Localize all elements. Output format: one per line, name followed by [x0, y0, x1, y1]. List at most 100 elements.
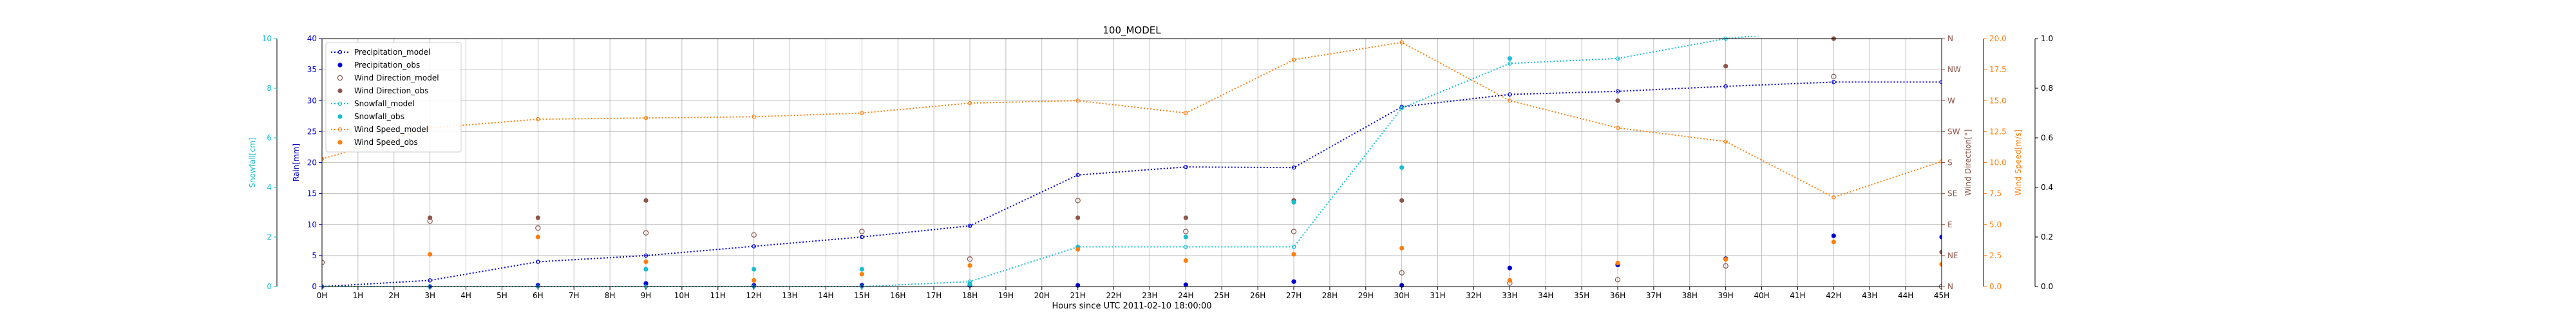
data-point	[859, 267, 864, 272]
data-point	[643, 198, 649, 203]
rain-axis-label: Rain[mm]	[292, 144, 301, 182]
data-point	[1075, 99, 1080, 103]
series-precipitation-obs	[322, 233, 1942, 289]
legend-label: Precipitation_obs	[354, 61, 420, 70]
data-point	[643, 253, 649, 258]
data-point	[1508, 61, 1512, 66]
data-point	[860, 111, 864, 115]
snowfall-axis: 0 2 4 6 8 10 Snowfall[cm]	[248, 34, 278, 291]
data-point	[1831, 240, 1836, 245]
x-axis-label: Hours since UTC 2011-02-10 18:00:00	[1052, 301, 1211, 311]
snowfall-tick-label: 0	[267, 282, 272, 291]
data-point	[1615, 126, 1620, 130]
data-point	[967, 100, 972, 106]
x-tick-label: 6H	[533, 291, 544, 300]
data-point	[1507, 265, 1512, 270]
data-point	[1075, 247, 1081, 252]
data-point	[1075, 215, 1081, 220]
series-wind-speed-model	[322, 40, 1942, 200]
legend-label: Precipitation_model	[354, 48, 430, 57]
wind-speed-tick-label: 7.5	[1989, 189, 2002, 198]
data-point	[967, 256, 973, 262]
wind-speed-tick-label: 10.0	[1989, 158, 2007, 167]
x-tick-label: 10H	[674, 291, 690, 300]
data-point	[1075, 173, 1080, 177]
x-tick-label: 24H	[1178, 291, 1193, 300]
legend-label: Wind Direction_obs	[354, 86, 428, 95]
wind-direction-tick-label: SW	[1947, 127, 1960, 136]
x-tick-label: 42H	[1826, 291, 1841, 300]
series-precipitation-model	[322, 80, 1942, 289]
data-point	[1291, 229, 1297, 234]
snowfall-axis-label: Snowfall[cm]	[248, 137, 257, 187]
data-point	[1940, 24, 1943, 28]
x-tick-label: 15H	[854, 291, 869, 300]
legend-marker	[337, 114, 343, 119]
x-tick-label: 35H	[1574, 291, 1589, 300]
wind-direction-tick-label: E	[1947, 220, 1953, 229]
legend-label: Wind Speed_model	[354, 125, 428, 134]
data-point	[1399, 245, 1405, 251]
snowfall-tick-label: 8	[267, 84, 272, 93]
data-point	[860, 234, 864, 240]
x-tick-label: 33H	[1502, 291, 1517, 300]
data-point	[1723, 84, 1728, 89]
x-tick-label: 44H	[1898, 291, 1913, 300]
data-point	[1723, 139, 1728, 144]
rain-tick-label: 40	[307, 34, 317, 43]
data-point	[1615, 260, 1620, 266]
data-point	[1615, 98, 1620, 103]
legend-label: Wind Direction_model	[354, 73, 439, 82]
legend-item: Wind Speed_obs	[337, 138, 418, 147]
x-tick-label: 3H	[424, 291, 435, 300]
data-point	[967, 223, 972, 228]
data-point	[1184, 111, 1188, 115]
data-point	[1832, 27, 1835, 30]
x-tick-label: 28H	[1322, 291, 1338, 300]
x-tick-label: 32H	[1466, 291, 1481, 300]
legend-item: Wind Direction_obs	[337, 86, 428, 95]
x-axis: 0H 1H 2H 3H 4H 5H 6H 7H 8H 9H 10H 11H 12H 13H 14H 15H 16…	[317, 287, 1949, 300]
data-point	[1831, 73, 1837, 80]
extra-tick-label: 0.4	[2041, 183, 2053, 192]
data-point	[752, 115, 756, 119]
snowfall-tick-label: 2	[267, 232, 272, 242]
data-point	[1507, 278, 1512, 283]
data-point	[535, 234, 540, 240]
wind-direction-tick-label: N	[1947, 34, 1953, 43]
rain-tick-label: 10	[307, 220, 317, 229]
x-tick-label: 25H	[1214, 291, 1229, 300]
wind-speed-tick-label: 5.0	[1989, 220, 2002, 229]
rain-tick-label: 35	[307, 65, 317, 74]
rain-tick-label: 0	[312, 282, 317, 291]
data-point	[428, 252, 433, 257]
legend-label: Snowfall_model	[354, 99, 415, 108]
wind-direction-tick-label: S	[1947, 158, 1953, 167]
legend-item: Wind Speed_model	[331, 125, 428, 134]
data-point	[536, 117, 540, 122]
rain-tick-label: 30	[307, 96, 317, 105]
rain-tick-label: 5	[312, 251, 317, 260]
wind-speed-axis-label: Wind Speed[m/s]	[2014, 129, 2023, 196]
x-tick-label: 16H	[890, 291, 905, 300]
data-point	[428, 278, 432, 283]
x-tick-label: 26H	[1250, 291, 1265, 300]
x-tick-label: 2H	[388, 291, 399, 300]
data-point	[752, 278, 757, 283]
data-point	[1399, 40, 1404, 44]
data-point	[967, 281, 972, 287]
data-point	[1399, 270, 1405, 276]
data-point	[1291, 245, 1296, 249]
data-point	[1399, 106, 1404, 110]
data-point	[1723, 64, 1728, 69]
legend-label: Wind Speed_obs	[354, 138, 418, 147]
x-tick-label: 30H	[1394, 291, 1410, 300]
rain-tick-label: 20	[307, 158, 317, 167]
data-point	[1615, 56, 1620, 61]
data-point	[1291, 57, 1296, 62]
data-point	[535, 225, 541, 231]
x-tick-label: 45H	[1934, 291, 1949, 300]
x-tick-label: 1H	[353, 291, 364, 300]
x-tick-label: 39H	[1718, 291, 1734, 300]
extra-axis: 0.0 0.2 0.4 0.6 0.8 1.0	[2034, 34, 2053, 291]
